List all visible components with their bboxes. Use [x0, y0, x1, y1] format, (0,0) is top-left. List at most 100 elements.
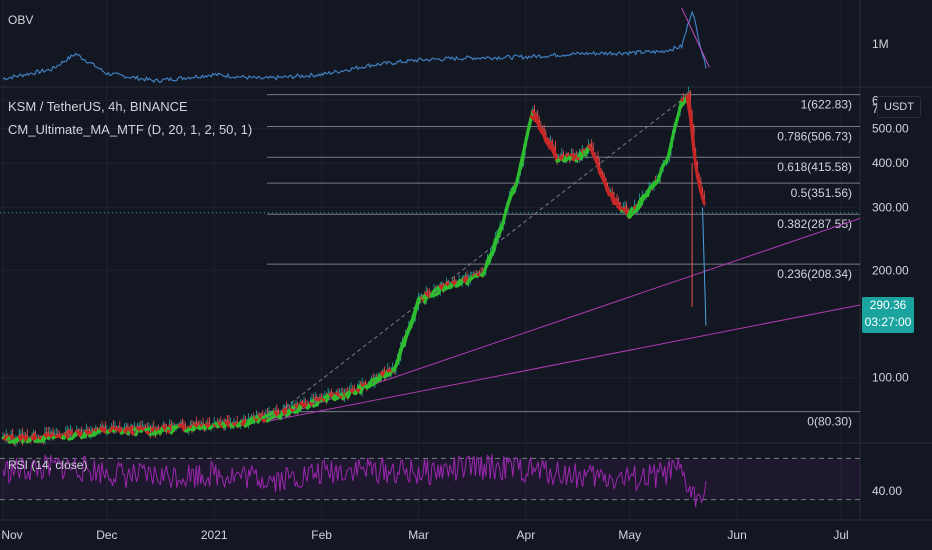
candle-body — [421, 295, 423, 297]
candle-body — [87, 429, 89, 430]
candle-body — [453, 279, 456, 281]
y-tick-label: 300.00 — [872, 201, 909, 215]
candle-body — [624, 205, 626, 208]
candle-body — [60, 434, 62, 435]
rsi-label[interactable]: RSI (14, close) — [8, 458, 88, 472]
candle-body — [184, 427, 187, 429]
candle-body — [602, 172, 604, 177]
candle-body — [589, 143, 591, 145]
candle-body — [301, 401, 303, 403]
candle-body — [46, 432, 48, 434]
candle-body — [591, 144, 593, 148]
obv-trendline — [681, 7, 710, 68]
candle-body — [228, 420, 230, 424]
fibonacci-retracement: 1(622.83) 0.786(506.73) 0.618(415.58) 0.5(3… — [0, 94, 860, 429]
obv-pane — [2, 7, 710, 84]
candle-body — [143, 426, 145, 427]
candle-body — [303, 402, 305, 403]
candle-body — [165, 426, 168, 429]
candle-body — [20, 433, 22, 435]
candle-body — [207, 422, 209, 423]
y-tick-label: 500.00 — [872, 122, 909, 136]
candle-body — [41, 435, 43, 439]
moving-average — [1, 92, 706, 445]
candle-body — [455, 280, 457, 284]
candle-body — [330, 391, 333, 393]
candle-body — [115, 426, 118, 428]
candle-body — [332, 392, 334, 396]
candle-body — [197, 423, 199, 426]
candle-body — [352, 388, 354, 389]
candle-body — [353, 388, 355, 391]
fib-level-label: 0.786(506.73) — [777, 130, 852, 144]
candle-body — [55, 433, 57, 435]
currency-button[interactable]: USDT — [877, 96, 921, 118]
candle-body — [382, 369, 384, 371]
candle-body — [196, 422, 198, 424]
trendline-lower — [262, 304, 861, 423]
candle-body — [236, 421, 238, 424]
candle-body — [50, 431, 53, 434]
candle-body — [345, 391, 347, 393]
x-tick-label: Dec — [96, 528, 117, 542]
candle-body — [181, 422, 184, 425]
fib-trend-dashed — [279, 94, 689, 413]
candle-body — [292, 405, 294, 407]
candle-body — [215, 421, 217, 423]
candle-body — [262, 415, 264, 417]
candle-body — [101, 426, 103, 428]
candle-body — [567, 152, 569, 157]
candle-body — [277, 412, 280, 415]
x-tick-label: Jul — [833, 528, 848, 542]
candle-body — [230, 422, 232, 424]
candle-body — [306, 403, 308, 406]
candle-body — [276, 409, 278, 413]
candle-body — [479, 272, 481, 273]
y-tick-label: 7 — [872, 102, 879, 116]
fib-level-label: 0.618(415.58) — [777, 160, 852, 174]
candle-body — [543, 128, 545, 134]
candle-body — [57, 433, 59, 435]
fib-level-label: 0.5(351.56) — [791, 186, 852, 200]
candle-body — [183, 424, 185, 428]
candle-body — [77, 428, 79, 432]
candle-body — [180, 422, 182, 424]
candle-body — [119, 426, 121, 428]
candle-body — [625, 205, 628, 211]
candle-body — [25, 434, 27, 436]
candle-body — [329, 391, 331, 393]
candle-body — [255, 414, 258, 416]
symbol-title[interactable]: KSM / TetherUS, 4h, BINANCE — [8, 99, 188, 114]
indicator-title[interactable]: CM_Ultimate_MA_MTF (D, 20, 1, 2, 50, 1) — [8, 122, 253, 137]
candle-body — [363, 382, 365, 384]
x-tick-label: Mar — [408, 528, 429, 542]
candle-body — [320, 395, 323, 399]
candle-body — [603, 176, 605, 179]
fib-level-label: 1(622.83) — [801, 98, 852, 112]
candle-body — [340, 392, 342, 394]
y-tick-label: 100.00 — [872, 371, 909, 385]
candle-body — [7, 434, 9, 437]
x-tick-label: Apr — [517, 528, 536, 542]
candle-body — [304, 402, 307, 404]
candle-body — [474, 273, 476, 274]
fib-level-label: 0.236(208.34) — [777, 267, 852, 281]
candle-body — [350, 388, 352, 390]
candle-body — [164, 423, 166, 427]
obv-line — [2, 10, 707, 84]
candle-body — [319, 395, 321, 398]
candle-body — [260, 413, 262, 416]
x-tick-label: Nov — [1, 528, 22, 542]
candle-body — [627, 210, 629, 214]
rsi-line — [2, 453, 707, 508]
candle-body — [92, 430, 94, 433]
candle-body — [202, 423, 204, 425]
obv-axis-label: 1M — [872, 37, 889, 51]
x-tick-label: 2021 — [201, 528, 228, 542]
candle-body — [213, 422, 215, 424]
candle-body — [583, 148, 585, 150]
fib-level-label: 0.382(287.55) — [777, 217, 852, 231]
candle-body — [595, 155, 597, 157]
last-price-tag: 290.36 03:27:00 — [862, 297, 914, 333]
